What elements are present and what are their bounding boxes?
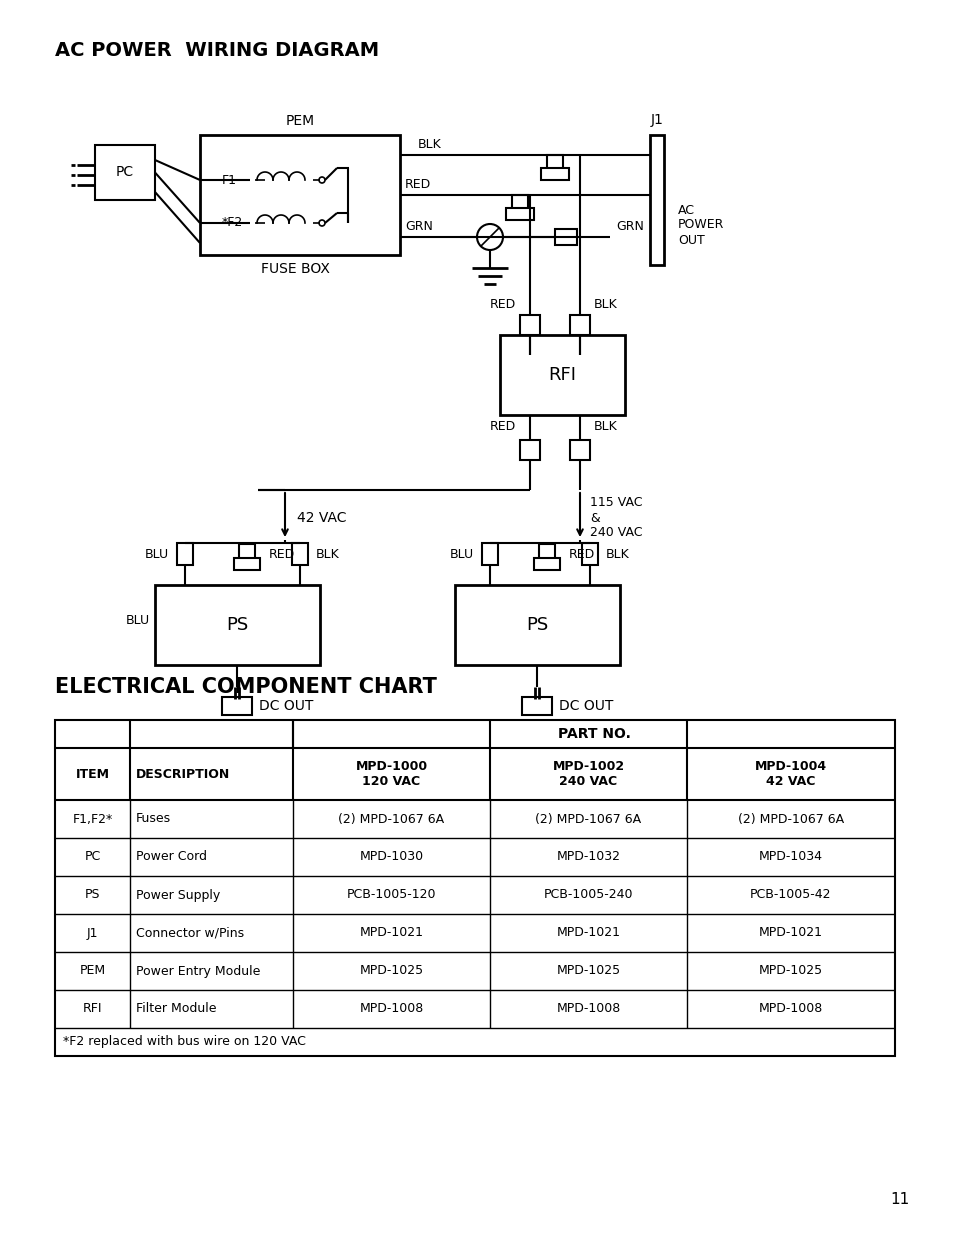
Text: RED: RED — [489, 420, 516, 433]
Text: MPD-1034: MPD-1034 — [759, 851, 822, 863]
Bar — [505, 207, 534, 220]
Text: BLU: BLU — [126, 614, 150, 626]
Text: BLK: BLK — [417, 138, 441, 152]
Text: F1: F1 — [222, 173, 236, 186]
Text: J1: J1 — [87, 926, 98, 940]
Text: GRN: GRN — [616, 221, 643, 233]
Text: (2) MPD-1067 6A: (2) MPD-1067 6A — [338, 813, 444, 825]
Bar — [555, 228, 577, 245]
Text: PART NO.: PART NO. — [557, 727, 630, 741]
Text: MPD-1021: MPD-1021 — [359, 926, 423, 940]
Bar — [569, 440, 589, 459]
Text: PCB-1005-240: PCB-1005-240 — [543, 888, 633, 902]
Text: Connector w/Pins: Connector w/Pins — [136, 926, 244, 940]
Text: FUSE BOX: FUSE BOX — [260, 262, 329, 275]
Text: RED: RED — [269, 547, 294, 561]
Text: MPD-1025: MPD-1025 — [759, 965, 822, 977]
Text: ELECTRICAL COMPONENT CHART: ELECTRICAL COMPONENT CHART — [55, 677, 436, 697]
Text: GRN: GRN — [405, 221, 433, 233]
Text: PC: PC — [84, 851, 100, 863]
Text: 115 VAC
&
240 VAC: 115 VAC & 240 VAC — [589, 496, 641, 540]
Text: PCB-1005-120: PCB-1005-120 — [346, 888, 436, 902]
Bar — [292, 543, 308, 564]
Text: DC OUT: DC OUT — [558, 699, 613, 713]
Text: PS: PS — [85, 888, 100, 902]
Text: 11: 11 — [889, 1193, 908, 1208]
Bar — [55, 720, 894, 1056]
Text: MPD-1021: MPD-1021 — [759, 926, 822, 940]
Text: PC: PC — [116, 165, 134, 179]
Text: Power Entry Module: Power Entry Module — [136, 965, 260, 977]
Text: RED: RED — [489, 299, 516, 311]
Bar — [499, 335, 624, 415]
Text: PS: PS — [226, 616, 249, 634]
Text: F1,F2*: F1,F2* — [72, 813, 112, 825]
Text: PEM: PEM — [79, 965, 106, 977]
Text: BLK: BLK — [594, 420, 618, 433]
Text: DC OUT: DC OUT — [259, 699, 314, 713]
Bar — [534, 558, 559, 571]
Text: MPD-1021: MPD-1021 — [556, 926, 619, 940]
Text: RED: RED — [405, 179, 431, 191]
Text: BLU: BLU — [145, 547, 169, 561]
Text: PCB-1005-42: PCB-1005-42 — [749, 888, 831, 902]
Text: MPD-1032: MPD-1032 — [556, 851, 619, 863]
Bar — [649, 135, 663, 266]
Text: DESCRIPTION: DESCRIPTION — [136, 767, 230, 781]
Text: MPD-1004
42 VAC: MPD-1004 42 VAC — [754, 760, 826, 788]
Text: AC POWER  WIRING DIAGRAM: AC POWER WIRING DIAGRAM — [55, 41, 378, 59]
Bar — [239, 543, 254, 559]
Bar — [154, 585, 319, 664]
Text: (2) MPD-1067 6A: (2) MPD-1067 6A — [535, 813, 640, 825]
Bar — [200, 135, 399, 254]
Bar — [522, 697, 552, 715]
Bar — [538, 543, 555, 559]
Text: Fuses: Fuses — [136, 813, 171, 825]
Text: BLK: BLK — [315, 547, 339, 561]
Text: MPD-1025: MPD-1025 — [556, 965, 619, 977]
Bar — [569, 315, 589, 335]
Bar — [95, 144, 154, 200]
Text: J1: J1 — [650, 112, 662, 127]
Text: MPD-1025: MPD-1025 — [359, 965, 423, 977]
Bar — [546, 156, 562, 169]
Text: RED: RED — [568, 547, 595, 561]
Text: Filter Module: Filter Module — [136, 1003, 216, 1015]
Text: PEM: PEM — [285, 114, 314, 128]
Text: (2) MPD-1067 6A: (2) MPD-1067 6A — [738, 813, 843, 825]
Text: Power Cord: Power Cord — [136, 851, 207, 863]
Bar — [222, 697, 253, 715]
Text: *F2: *F2 — [222, 216, 243, 230]
Text: *F2 replaced with bus wire on 120 VAC: *F2 replaced with bus wire on 120 VAC — [63, 1035, 306, 1049]
Text: MPD-1008: MPD-1008 — [556, 1003, 620, 1015]
Bar — [481, 543, 497, 564]
Text: PS: PS — [526, 616, 548, 634]
Text: MPD-1000
120 VAC: MPD-1000 120 VAC — [355, 760, 427, 788]
Text: BLK: BLK — [605, 547, 629, 561]
Text: MPD-1008: MPD-1008 — [359, 1003, 423, 1015]
Text: AC
POWER
OUT: AC POWER OUT — [678, 204, 723, 247]
Bar — [519, 440, 539, 459]
Text: MPD-1008: MPD-1008 — [758, 1003, 822, 1015]
Text: RFI: RFI — [548, 366, 576, 384]
Text: ITEM: ITEM — [75, 767, 110, 781]
Text: 42 VAC: 42 VAC — [296, 511, 346, 525]
Text: Power Supply: Power Supply — [136, 888, 220, 902]
Bar — [233, 558, 260, 571]
Bar — [512, 195, 527, 209]
Text: RFI: RFI — [83, 1003, 102, 1015]
Text: BLU: BLU — [450, 547, 474, 561]
Text: MPD-1002
240 VAC: MPD-1002 240 VAC — [552, 760, 624, 788]
Bar — [540, 168, 568, 180]
Text: BLK: BLK — [594, 299, 618, 311]
Text: MPD-1030: MPD-1030 — [359, 851, 423, 863]
Bar — [177, 543, 193, 564]
Bar — [581, 543, 598, 564]
Bar — [519, 315, 539, 335]
Bar — [455, 585, 619, 664]
